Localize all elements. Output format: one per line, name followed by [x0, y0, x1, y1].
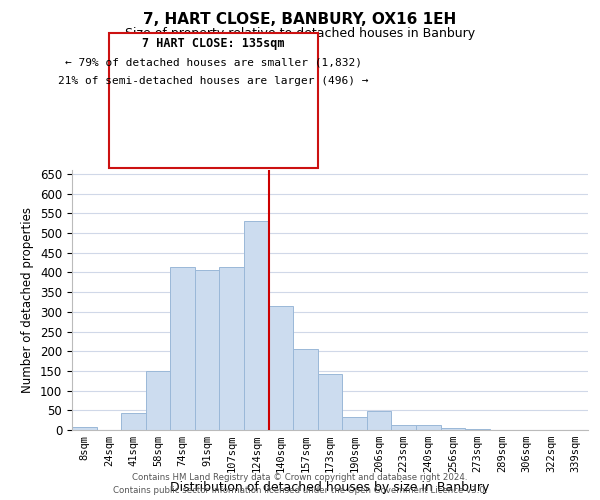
Text: 21% of semi-detached houses are larger (496) →: 21% of semi-detached houses are larger (… [58, 76, 368, 86]
Text: ← 79% of detached houses are smaller (1,832): ← 79% of detached houses are smaller (1,… [65, 58, 362, 68]
Bar [195, 270, 220, 430]
Bar [220, 266, 244, 430]
Bar [244, 221, 269, 430]
Bar [72, 427, 97, 430]
Bar [440, 428, 465, 430]
Bar [342, 418, 367, 430]
Text: Contains public sector information licensed under the Open Government Licence v3: Contains public sector information licen… [113, 486, 487, 495]
Bar [318, 374, 342, 430]
Bar [367, 410, 391, 430]
Bar [121, 412, 146, 430]
Bar [416, 425, 440, 430]
Text: Contains HM Land Registry data © Crown copyright and database right 2024.: Contains HM Land Registry data © Crown c… [132, 474, 468, 482]
Bar [293, 349, 318, 430]
Text: 7, HART CLOSE, BANBURY, OX16 1EH: 7, HART CLOSE, BANBURY, OX16 1EH [143, 12, 457, 28]
Y-axis label: Number of detached properties: Number of detached properties [22, 207, 34, 393]
Text: Size of property relative to detached houses in Banbury: Size of property relative to detached ho… [125, 28, 475, 40]
Bar [391, 426, 416, 430]
Bar [465, 429, 490, 430]
Bar [146, 371, 170, 430]
X-axis label: Distribution of detached houses by size in Banbury: Distribution of detached houses by size … [170, 480, 490, 494]
Text: 7 HART CLOSE: 135sqm: 7 HART CLOSE: 135sqm [142, 38, 284, 51]
Bar [170, 266, 195, 430]
Bar [269, 306, 293, 430]
